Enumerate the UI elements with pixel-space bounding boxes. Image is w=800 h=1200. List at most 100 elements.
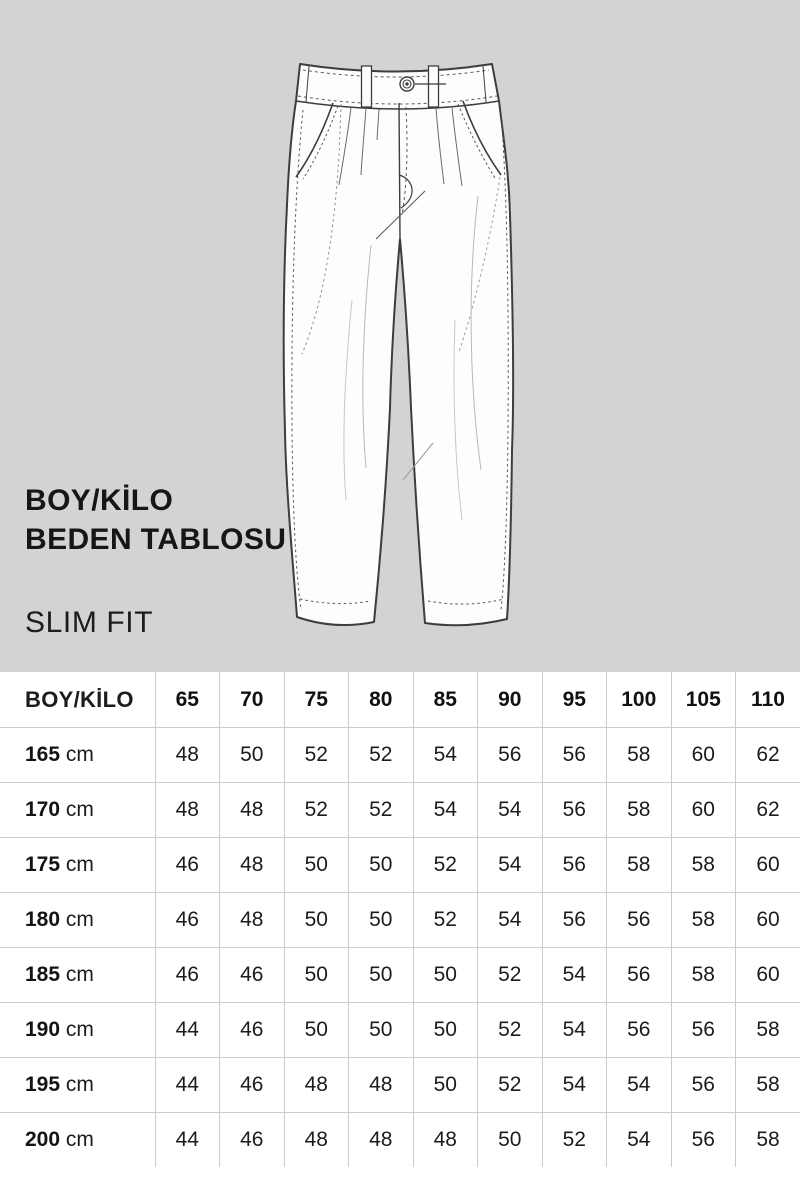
- size-cell: 54: [412, 727, 478, 783]
- size-cell: 52: [477, 947, 542, 1003]
- size-cell: 46: [219, 947, 284, 1003]
- size-cell: 54: [606, 1112, 671, 1167]
- height-label: 170 cm: [0, 782, 155, 838]
- weight-header: 100: [606, 672, 671, 728]
- size-cell: 50: [219, 727, 284, 783]
- table-row: 200 cm 44 46 48 48 48 50 52 54 56 58: [0, 1112, 800, 1167]
- height-label: 185 cm: [0, 947, 155, 1003]
- weight-header: 85: [412, 672, 478, 728]
- size-cell: 56: [670, 1112, 736, 1167]
- size-table: BOY/KİLO 65 70 75 80 85 90 95 100 105 110 165 cm 48…: [0, 672, 800, 1167]
- size-cell: 58: [606, 837, 671, 893]
- size-cell: 52: [348, 782, 413, 838]
- size-cell: 54: [412, 782, 478, 838]
- weight-header: 75: [283, 672, 349, 728]
- table-row: 195 cm 44 46 48 48 50 52 54 54 56 58: [0, 1057, 800, 1113]
- size-cell: 62: [735, 782, 800, 838]
- size-cell: 48: [412, 1112, 478, 1167]
- size-cell: 48: [283, 1112, 349, 1167]
- weight-header: 70: [219, 672, 284, 728]
- size-cell: 50: [477, 1112, 542, 1167]
- corner-header: BOY/KİLO: [25, 686, 134, 712]
- weight-header: 80: [348, 672, 413, 728]
- size-cell: 46: [154, 837, 220, 893]
- table-row: 175 cm 46 48 50 50 52 54 56 58 58 60: [0, 837, 800, 893]
- size-cell: 58: [670, 837, 736, 893]
- height-label: 180 cm: [0, 892, 155, 948]
- size-cell: 48: [154, 782, 220, 838]
- size-cell: 52: [412, 892, 478, 948]
- size-cell: 52: [477, 1002, 542, 1058]
- chart-title-line1: BOY/KİLO: [25, 484, 174, 517]
- size-cell: 52: [348, 727, 413, 783]
- size-cell: 50: [348, 892, 413, 948]
- height-label: 190 cm: [0, 1002, 155, 1058]
- size-cell: 46: [154, 892, 220, 948]
- size-cell: 54: [541, 1057, 607, 1113]
- size-cell: 54: [477, 892, 542, 948]
- size-cell: 44: [154, 1112, 220, 1167]
- size-cell: 50: [283, 837, 349, 893]
- size-cell: 48: [219, 782, 284, 838]
- size-cell: 52: [283, 782, 349, 838]
- size-cell: 50: [283, 1002, 349, 1058]
- size-cell: 50: [348, 1002, 413, 1058]
- size-cell: 50: [412, 947, 478, 1003]
- size-cell: 52: [283, 727, 349, 783]
- size-cell: 56: [606, 1002, 671, 1058]
- size-cell: 60: [735, 947, 800, 1003]
- size-cell: 60: [735, 837, 800, 893]
- size-cell: 56: [541, 837, 607, 893]
- pants-technical-sketch-icon: [282, 63, 515, 627]
- height-label: 195 cm: [0, 1057, 155, 1113]
- size-cell: 54: [606, 1057, 671, 1113]
- size-cell: 48: [219, 837, 284, 893]
- weight-header: 95: [541, 672, 607, 728]
- size-cell: 56: [670, 1057, 736, 1113]
- table-row: 185 cm 46 46 50 50 50 52 54 56 58 60: [0, 947, 800, 1003]
- size-cell: 56: [670, 1002, 736, 1058]
- size-cell: 46: [219, 1002, 284, 1058]
- height-label: 200 cm: [0, 1112, 155, 1167]
- size-table-body: 165 cm 48 50 52 52 54 56 56 58 60 62 170 cm 48 48 52 52…: [0, 727, 800, 1167]
- table-row: 165 cm 48 50 52 52 54 56 56 58 60 62: [0, 727, 800, 783]
- size-cell: 48: [348, 1112, 413, 1167]
- height-label: 175 cm: [0, 837, 155, 893]
- size-cell: 50: [283, 947, 349, 1003]
- size-cell: 44: [154, 1057, 220, 1113]
- size-cell: 56: [541, 782, 607, 838]
- size-cell: 50: [412, 1002, 478, 1058]
- size-cell: 56: [541, 727, 607, 783]
- size-cell: 50: [348, 947, 413, 1003]
- size-cell: 48: [283, 1057, 349, 1113]
- fit-type-label: SLIM FIT: [25, 606, 154, 639]
- size-cell: 56: [606, 947, 671, 1003]
- size-cell: 44: [154, 1002, 220, 1058]
- weight-header: 110: [735, 672, 800, 728]
- size-cell: 54: [477, 837, 542, 893]
- size-cell: 58: [606, 727, 671, 783]
- chart-title-line2: BEDEN TABLOSU: [25, 523, 287, 556]
- size-table-header: BOY/KİLO 65 70 75 80 85 90 95 100 105 110: [0, 672, 800, 728]
- size-cell: 58: [735, 1002, 800, 1058]
- size-cell: 46: [219, 1057, 284, 1113]
- size-cell: 48: [348, 1057, 413, 1113]
- size-cell: 62: [735, 727, 800, 783]
- table-row: 170 cm 48 48 52 52 54 54 56 58 60 62: [0, 782, 800, 838]
- table-row: 190 cm 44 46 50 50 50 52 54 56 56 58: [0, 1002, 800, 1058]
- size-cell: 58: [670, 947, 736, 1003]
- size-cell: 46: [219, 1112, 284, 1167]
- size-cell: 58: [606, 782, 671, 838]
- size-cell: 54: [477, 782, 542, 838]
- size-cell: 58: [735, 1057, 800, 1113]
- size-cell: 50: [412, 1057, 478, 1113]
- header-panel: BOY/KİLO BEDEN TABLOSU SLIM FIT: [0, 0, 800, 672]
- size-cell: 58: [670, 892, 736, 948]
- table-row: 180 cm 46 48 50 50 52 54 56 56 58 60: [0, 892, 800, 948]
- header-row: BOY/KİLO 65 70 75 80 85 90 95 100 105 110: [0, 672, 800, 728]
- size-cell: 56: [606, 892, 671, 948]
- size-cell: 56: [541, 892, 607, 948]
- size-cell: 54: [541, 1002, 607, 1058]
- size-cell: 60: [735, 892, 800, 948]
